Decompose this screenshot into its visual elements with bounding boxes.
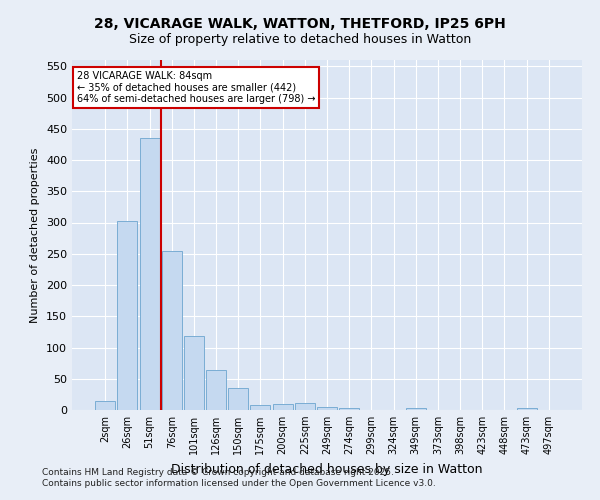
Bar <box>184 336 204 410</box>
Bar <box>406 408 426 410</box>
Text: Contains HM Land Registry data © Crown copyright and database right 2025.
Contai: Contains HM Land Registry data © Crown c… <box>42 468 436 487</box>
Bar <box>295 403 315 410</box>
Bar <box>517 408 536 410</box>
Bar <box>339 408 359 410</box>
Bar <box>317 407 337 410</box>
Y-axis label: Number of detached properties: Number of detached properties <box>31 148 40 322</box>
Bar <box>272 404 293 410</box>
Bar <box>140 138 160 410</box>
Bar <box>118 221 137 410</box>
Text: 28, VICARAGE WALK, WATTON, THETFORD, IP25 6PH: 28, VICARAGE WALK, WATTON, THETFORD, IP2… <box>94 18 506 32</box>
X-axis label: Distribution of detached houses by size in Watton: Distribution of detached houses by size … <box>171 462 483 475</box>
Bar <box>228 388 248 410</box>
Bar <box>162 250 182 410</box>
Text: Size of property relative to detached houses in Watton: Size of property relative to detached ho… <box>129 32 471 46</box>
Bar <box>250 405 271 410</box>
Text: 28 VICARAGE WALK: 84sqm
← 35% of detached houses are smaller (442)
64% of semi-d: 28 VICARAGE WALK: 84sqm ← 35% of detache… <box>77 70 316 104</box>
Bar <box>95 400 115 410</box>
Bar <box>206 370 226 410</box>
